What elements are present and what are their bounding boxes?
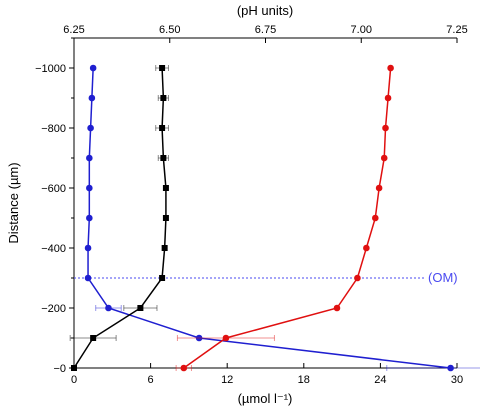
series-line (183, 67, 392, 369)
y-tick-label: −1000 (35, 63, 66, 75)
data-point (161, 245, 168, 251)
data-point (380, 154, 388, 162)
data-point (162, 185, 169, 191)
y-tick-label: −800 (41, 123, 66, 135)
data-point (159, 275, 166, 281)
data-point (137, 305, 144, 311)
series-group (69, 65, 169, 371)
top-tick-label: 6.50 (159, 24, 180, 36)
om-label: (OM) (428, 270, 458, 285)
series-group (84, 64, 480, 372)
y-tick-label: −600 (41, 183, 66, 195)
tick-layer: 0 6 12 18 24 30 6.25 6.50 6.75 7.00 7.25 −0 −200 −400… (35, 24, 468, 386)
y-tick-label: −400 (41, 243, 66, 255)
plot-frame (73, 37, 457, 369)
data-point (180, 364, 188, 372)
data-point (89, 64, 97, 72)
data-point (105, 304, 112, 312)
bottom-axis-title: (µmol l⁻¹) (238, 391, 293, 406)
data-point (195, 334, 203, 342)
data-point (87, 124, 94, 132)
data-point (84, 244, 92, 252)
data-point (159, 125, 166, 131)
data-point (363, 244, 370, 252)
data-point (159, 65, 166, 71)
series-layer (69, 64, 480, 372)
y-axis-title: Distance (µm) (6, 162, 21, 243)
data-point (384, 94, 392, 102)
data-point (382, 124, 389, 132)
data-point (86, 214, 93, 222)
bottom-tick-label: 12 (221, 374, 233, 386)
y-tick-label: −200 (41, 303, 66, 315)
series-group (175, 64, 394, 372)
data-point (162, 215, 169, 221)
y-tick-label: −0 (53, 363, 66, 375)
data-point (371, 214, 379, 222)
data-point (333, 304, 341, 312)
data-point (84, 274, 92, 282)
data-point (222, 334, 230, 342)
data-point (354, 274, 361, 282)
bottom-tick-label: 0 (71, 374, 77, 386)
top-tick-label: 7.25 (446, 24, 467, 36)
top-axis-title: (pH units) (237, 3, 293, 18)
data-point (387, 64, 394, 72)
data-point (86, 154, 93, 162)
data-point (447, 364, 454, 372)
data-point (375, 184, 383, 192)
data-point (90, 335, 97, 341)
bottom-tick-label: 6 (148, 374, 154, 386)
top-tick-label: 6.25 (63, 24, 84, 36)
data-point (86, 184, 93, 192)
bottom-tick-label: 18 (298, 374, 310, 386)
series-line (87, 67, 451, 369)
top-tick-label: 7.00 (351, 24, 372, 36)
data-point (160, 155, 167, 161)
data-point (160, 95, 167, 101)
bottom-tick-label: 30 (451, 374, 463, 386)
data-point (88, 94, 96, 102)
bottom-tick-label: 24 (374, 374, 386, 386)
top-tick-label: 6.75 (255, 24, 276, 36)
